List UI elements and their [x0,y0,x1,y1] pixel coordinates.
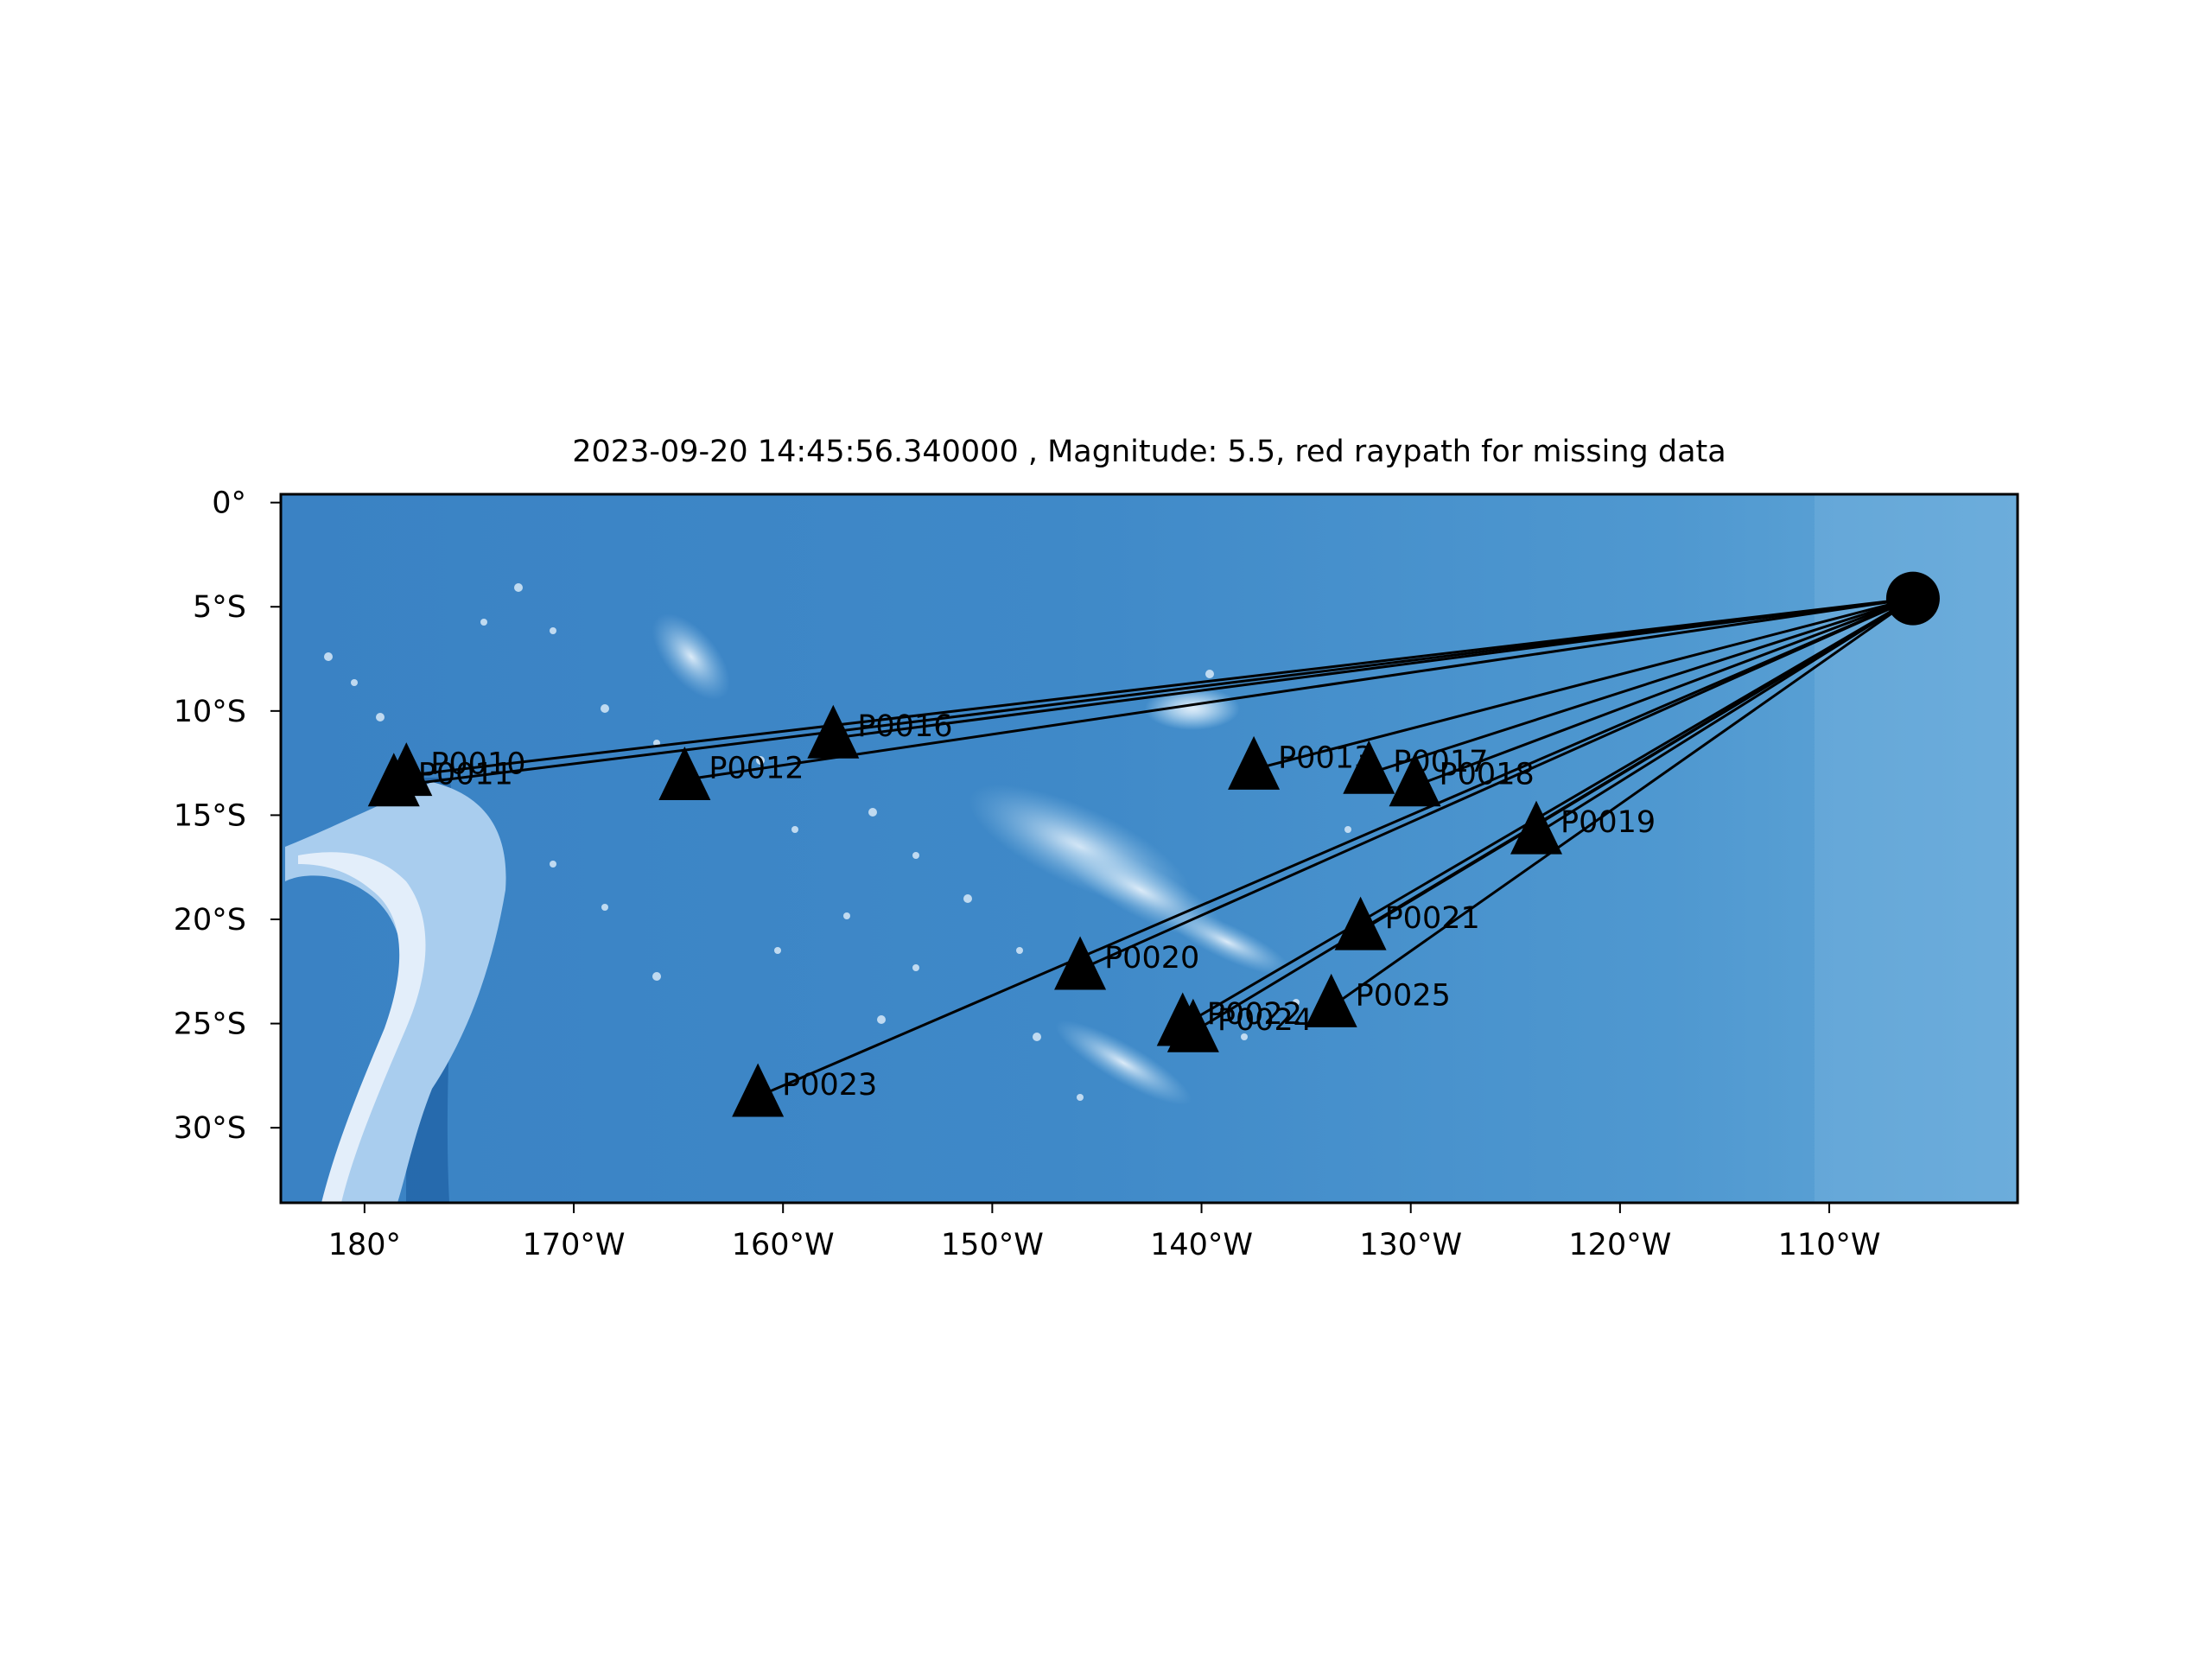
station-label-p0019: P0019 [1560,805,1656,840]
longitude-axis: 180° 170°W 160°W 150°W 140°W 130°W 120°W 110°W [328,1203,1881,1262]
y-tick-label: 5°S [193,590,246,625]
station-label-p0018: P0018 [1440,758,1535,792]
x-tick-label: 150°W [941,1228,1044,1262]
y-tick-label: 10°S [174,695,246,729]
raypath-line [1181,597,1914,1027]
raypath-line [406,597,1914,778]
station-marker-p0024 [1166,998,1219,1052]
x-tick-label: 110°W [1778,1228,1881,1262]
station-label-p0020: P0020 [1104,941,1199,976]
bathymetry-background [281,494,2018,1203]
x-tick-label: 140°W [1150,1228,1253,1262]
station-label-p0025: P0025 [1356,978,1451,1013]
station-marker-p0020 [1054,936,1107,990]
y-tick-label: 15°S [174,798,246,833]
latitude-axis: 0° 5°S 10°S 15°S 20°S 25°S 30°S [174,486,281,1146]
y-tick-label: 25°S [174,1007,246,1042]
station-label-p0011: P0011 [418,758,513,792]
station-label-p0023: P0023 [782,1068,877,1103]
x-tick-label: 180° [328,1228,401,1262]
station-marker-p0012 [658,746,711,800]
x-tick-label: 170°W [523,1228,626,1262]
raypath-line [393,597,1914,788]
station-label-p0022: P0022 [1207,997,1302,1032]
station-label-p0024: P0024 [1217,1003,1313,1038]
x-tick-label: 160°W [732,1228,835,1262]
station-label-p0016: P0016 [857,709,952,744]
y-tick-label: 20°S [174,903,246,938]
map-frame [279,493,2019,1205]
raypath-line [1330,597,1914,1008]
station-marker-p0016 [807,704,860,759]
station-label-p0021: P0021 [1385,901,1480,936]
event-marker [1885,571,1940,626]
station-marker-p0021 [1334,896,1387,950]
x-tick-label: 130°W [1359,1228,1462,1262]
map-title: 2023-09-20 14:45:56.340000 , Magnitude: … [572,435,1726,469]
y-tick-label: 0° [212,486,246,521]
raypath-line [1192,597,1914,1033]
station-marker-p0025 [1305,973,1357,1027]
raypaths [393,597,1914,1098]
raypath-line [1253,597,1914,771]
station-marker-p0011 [367,753,420,807]
raypath-line [1368,597,1914,775]
x-tick-label: 120°W [1568,1228,1671,1262]
raypath-line [833,597,1914,740]
raypath-line [757,597,1914,1098]
station-marker-p0023 [732,1063,785,1117]
station-marker-p0018 [1389,753,1441,807]
station-marker-p0013 [1228,735,1281,790]
y-tick-label: 30°S [174,1111,246,1146]
raypath-line [684,597,1914,781]
station-marker-p0017 [1343,740,1395,794]
raypath-line [1414,597,1914,788]
event-layer [1885,571,1940,626]
raypath-line [1079,597,1914,971]
station-marker-p0019 [1510,800,1563,855]
station-label-p0010: P0010 [430,747,525,782]
station-label-p0012: P0012 [709,751,804,785]
